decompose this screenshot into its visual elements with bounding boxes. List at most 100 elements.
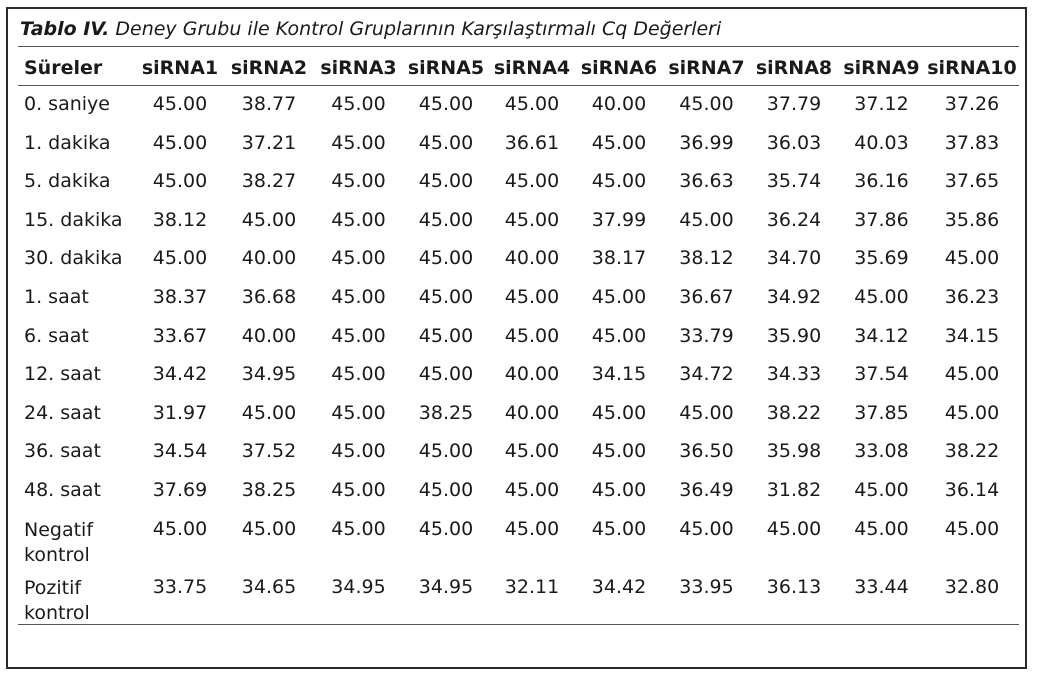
row-label: Pozitif kontrol xyxy=(24,576,90,624)
table-cell: 45.00 xyxy=(418,363,474,386)
table-cell: 45.00 xyxy=(331,517,386,540)
table-row: 15. dakika 38.12 45.00 45.00 45.00 45.00 37.99… xyxy=(18,201,1019,240)
table-cell: 40.00 xyxy=(504,401,560,424)
table-cell: 34.95 xyxy=(331,575,386,598)
row-label: 15. dakika xyxy=(24,208,123,231)
table-cell: 40.00 xyxy=(591,93,647,115)
table-cell: 34.95 xyxy=(418,575,474,598)
column-header: siRNA5 xyxy=(407,57,485,79)
column-header: siRNA1 xyxy=(141,57,219,79)
column-header: siRNA10 xyxy=(927,57,1017,79)
table-cell: 37.65 xyxy=(944,170,1000,193)
table-cell: 45.00 xyxy=(331,478,386,501)
table-row: 5. dakika 45.00 38.27 45.00 45.00 45.00 45.00 3… xyxy=(18,162,1019,201)
row-label: 24. saat xyxy=(24,401,101,424)
table-cell: 45.00 xyxy=(418,440,474,463)
table-cell: 36.03 xyxy=(766,131,822,154)
table-cell: 45.00 xyxy=(504,93,560,115)
table-cell: 37.52 xyxy=(241,440,297,463)
table-cell: 45.00 xyxy=(944,247,1000,270)
table-cell: 45.00 xyxy=(241,401,297,424)
row-label: 5. dakika xyxy=(24,170,111,193)
row-label: Negatif kontrol xyxy=(24,518,94,566)
table-cell: 45.00 xyxy=(152,517,208,540)
row-label: 6. saat xyxy=(24,324,89,347)
table-row: Negatif kontrol 45.00 45.00 45.00 45.00 45.00… xyxy=(18,510,1019,568)
table-cell: 45.00 xyxy=(504,324,560,347)
column-header: siRNA8 xyxy=(755,57,833,79)
table-cell: 34.95 xyxy=(241,363,297,386)
row-label: 1. saat xyxy=(24,285,89,308)
column-header: siRNA2 xyxy=(230,57,308,79)
table-cell: 33.67 xyxy=(152,324,208,347)
table-cell: 45.00 xyxy=(591,170,647,193)
table-row: 0. saniye 45.00 38.77 45.00 45.00 45.00 40.00 4… xyxy=(18,85,1019,124)
table-cell: 33.79 xyxy=(679,324,734,347)
table-frame xyxy=(6,7,1027,669)
table-cell: 36.67 xyxy=(679,285,734,308)
table-cell: 45.00 xyxy=(331,401,386,424)
table-cell: 45.00 xyxy=(418,478,474,501)
column-header: siRNA6 xyxy=(580,57,658,79)
table-cell: 38.12 xyxy=(152,208,208,231)
row-label: 12. saat xyxy=(24,363,101,386)
table-cell: 45.00 xyxy=(241,517,297,540)
table-cell: 33.75 xyxy=(152,575,208,598)
column-header: Süreler xyxy=(24,57,103,79)
table-cell: 45.00 xyxy=(418,170,474,193)
caption-rule xyxy=(18,46,1019,47)
table-cell: 45.00 xyxy=(679,93,734,115)
table-cell: 36.61 xyxy=(504,131,560,154)
table-cell: 36.23 xyxy=(944,285,1000,308)
table-cell: 45.00 xyxy=(331,93,386,115)
table-cell: 45.00 xyxy=(504,478,560,501)
table-cell: 31.82 xyxy=(766,478,822,501)
caption-text: Deney Grubu ile Kontrol Gruplarının Karş… xyxy=(109,18,722,40)
table-cell: 34.72 xyxy=(679,363,734,386)
table-cell: 45.00 xyxy=(418,208,474,231)
table-cell: 37.26 xyxy=(944,93,1000,115)
row-label: 0. saniye xyxy=(24,93,110,115)
table-cell: 45.00 xyxy=(591,401,647,424)
table-cell: 37.12 xyxy=(854,93,909,115)
header-rule xyxy=(18,85,1019,86)
column-header: siRNA7 xyxy=(668,57,745,79)
table-cell: 45.00 xyxy=(418,247,474,270)
table-cell: 45.00 xyxy=(591,478,647,501)
table-cell: 34.15 xyxy=(591,363,647,386)
table-cell: 34.12 xyxy=(854,324,909,347)
table-cell: 38.27 xyxy=(241,170,297,193)
table-row: 24. saat 31.97 45.00 45.00 38.25 40.00 45.00 45… xyxy=(18,394,1019,433)
table-cell: 34.92 xyxy=(766,285,822,308)
table-cell: 45.00 xyxy=(152,247,208,270)
table-cell: 45.00 xyxy=(591,131,647,154)
table-cell: 36.50 xyxy=(679,440,734,463)
table-cell: 38.22 xyxy=(766,401,822,424)
table-cell: 45.00 xyxy=(944,363,1000,386)
table-cell: 38.37 xyxy=(152,285,208,308)
table-cell: 31.97 xyxy=(152,401,208,424)
bottom-rule xyxy=(18,624,1019,625)
table-cell: 45.00 xyxy=(504,208,560,231)
table-cell: 45.00 xyxy=(418,131,474,154)
table-caption: Tablo IV. Deney Grubu ile Kontrol Grupla… xyxy=(20,18,721,40)
table-cell: 35.90 xyxy=(766,324,822,347)
table-cell: 34.54 xyxy=(152,440,208,463)
table-cell: 37.86 xyxy=(854,208,909,231)
table-cell: 45.00 xyxy=(331,247,386,270)
row-label: 1. dakika xyxy=(24,131,111,154)
table-cell: 45.00 xyxy=(331,170,386,193)
table-cell: 45.00 xyxy=(418,93,474,115)
table-cell: 45.00 xyxy=(591,324,647,347)
table-cell: 37.69 xyxy=(152,478,208,501)
table-cell: 34.70 xyxy=(766,247,822,270)
table-cell: 37.83 xyxy=(944,131,1000,154)
table-cell: 45.00 xyxy=(504,170,560,193)
table-row: 1. dakika 45.00 37.21 45.00 45.00 36.61 45.00 3… xyxy=(18,124,1019,163)
table-cell: 45.00 xyxy=(591,517,647,540)
table-cell: 34.15 xyxy=(944,324,1000,347)
table-cell: 40.00 xyxy=(504,247,560,270)
table-cell: 32.80 xyxy=(944,575,1000,598)
column-header: siRNA3 xyxy=(320,57,397,79)
table-cell: 45.00 xyxy=(679,401,734,424)
